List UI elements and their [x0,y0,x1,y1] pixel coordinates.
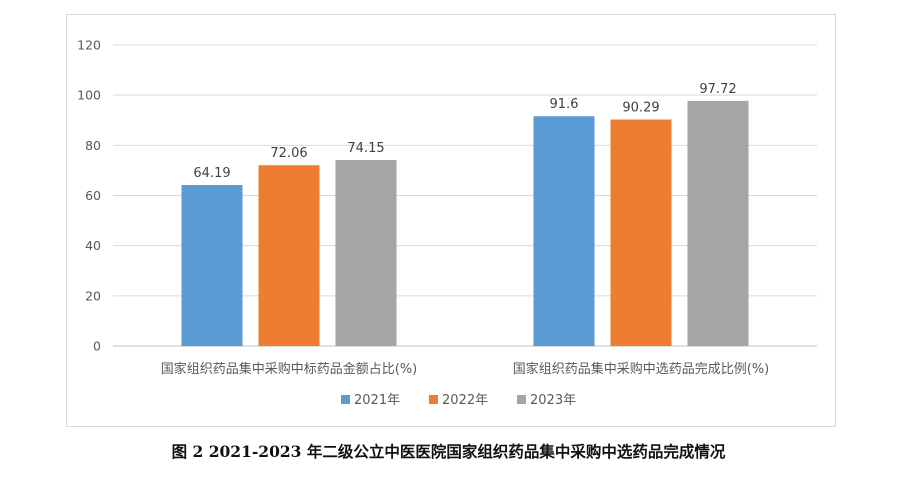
x-category-label: 国家组织药品集中采购中标药品金额占比(%) [161,361,418,377]
x-category-label: 国家组织药品集中采购中选药品完成比例(%) [513,361,770,377]
legend-swatch [341,395,350,404]
data-label: 72.06 [270,146,307,161]
legend-label: 2021年 [354,393,400,408]
y-tick-label: 120 [77,38,101,53]
data-label: 90.29 [622,101,659,116]
bar-2-1 [258,165,320,346]
bar-3-2 [687,100,749,346]
bar-1-1 [181,184,243,346]
data-label: 74.15 [347,141,384,156]
data-label: 91.6 [550,97,579,112]
y-tick-label: 40 [85,238,101,253]
legend-swatch [517,395,526,404]
legend-swatch [429,395,438,404]
bar-1-2 [533,116,595,346]
y-tick-label: 20 [85,288,101,303]
legend-label: 2023年 [530,393,576,408]
y-tick-label: 60 [85,188,101,203]
data-label: 97.72 [699,82,736,97]
data-label: 64.19 [193,166,230,181]
y-tick-label: 0 [93,339,101,354]
figure-caption: 图 2 2021-2023 年二级公立中医医院国家组织药品集中采购中选药品完成情… [171,442,726,461]
chart-area: 0 20 40 60 80 100 120 64.19 72.06 74.15 国家组织药品集中采购… [66,14,836,427]
bar-3-1 [335,160,397,346]
y-tick-label: 80 [85,138,101,153]
bar-chart: 0 20 40 60 80 100 120 64.19 72.06 74.15 国家组织药品集中采购… [77,38,817,408]
legend-label: 2022年 [442,393,488,408]
bar-2-2 [610,119,672,346]
y-tick-label: 100 [77,88,101,103]
